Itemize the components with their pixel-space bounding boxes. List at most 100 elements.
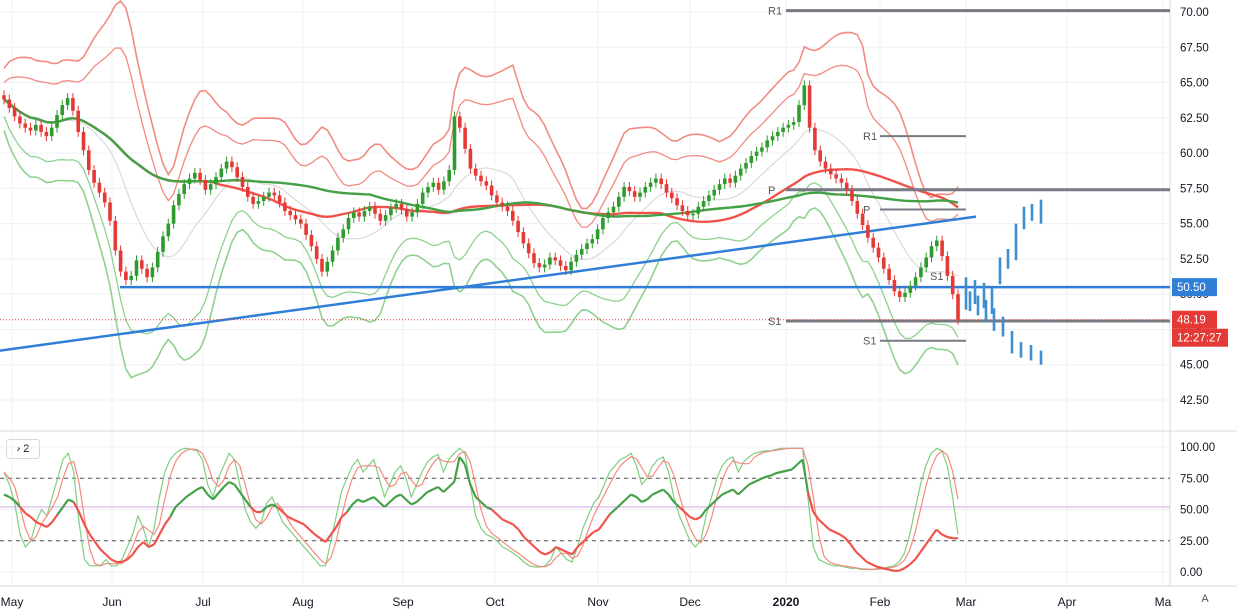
rsi-segment: [233, 483, 241, 493]
candle-body: [420, 192, 425, 204]
candle-body: [802, 85, 807, 106]
rsi-segment: [624, 493, 632, 501]
rsi-segment: [748, 481, 755, 486]
rsi-segment: [453, 456, 461, 483]
rsi-segment: [630, 493, 637, 498]
rsi-segment: [308, 528, 316, 536]
pivot-label: S1: [863, 336, 876, 348]
rsi-segment: [871, 563, 879, 568]
rsi-segment: [947, 535, 953, 540]
candle-body: [277, 195, 282, 203]
candle-body: [346, 217, 351, 230]
rsi-segment: [292, 518, 300, 523]
rsi-segment: [83, 523, 91, 536]
candle-body: [776, 131, 780, 137]
rsi-segment: [415, 496, 423, 503]
candle-body: [177, 194, 181, 206]
pivot-levels: R1 P S1 R1 P S1 S1: [768, 6, 1170, 348]
candle-body: [738, 168, 743, 176]
rsi-segment: [474, 496, 482, 503]
projection-bar: [1030, 203, 1034, 221]
rsi-segment: [657, 488, 664, 493]
rsi-segment: [51, 513, 59, 523]
candle-body: [516, 220, 520, 233]
projection-bar: [1010, 330, 1014, 354]
candle-body: [357, 212, 361, 217]
candle-body: [781, 127, 785, 132]
oscillator-pane: [0, 447, 1170, 572]
y-tick-label: 75.00: [1180, 473, 1209, 485]
rsi-segment: [35, 521, 42, 526]
rsi-segment: [432, 486, 439, 491]
rsi-segment: [523, 536, 530, 543]
candle-body: [866, 225, 870, 238]
candle-body: [436, 182, 441, 190]
candle-body: [352, 212, 356, 218]
y-tick-label: 55.00: [1180, 219, 1209, 231]
rsi-segment: [94, 541, 102, 551]
rsi-segment: [678, 506, 686, 513]
price-tag-text: 12:27:27: [1177, 333, 1222, 345]
rsi-segment: [244, 498, 252, 508]
candle-body: [124, 271, 128, 281]
candle-body: [511, 210, 515, 221]
y-tick-label: 0.00: [1180, 567, 1202, 579]
auto-scale-button[interactable]: A: [1201, 593, 1209, 605]
rsi-segment: [30, 516, 37, 523]
rsi-segment: [593, 528, 600, 533]
chevron-right-icon: ›: [16, 443, 21, 455]
candle-body: [320, 258, 324, 272]
rsi-segment: [163, 516, 172, 526]
candle-body: [680, 205, 685, 211]
rsi-segment: [839, 533, 847, 540]
rsi-segment: [860, 556, 868, 563]
candle-body: [341, 229, 345, 238]
candle-body: [2, 95, 6, 100]
candle-body: [87, 150, 91, 171]
rsi-segment: [716, 493, 723, 501]
projection-bars: [964, 199, 1043, 365]
rsi-segment: [533, 546, 541, 553]
pivot-label: R1: [863, 131, 877, 143]
rsi-segment: [566, 551, 573, 556]
projection-bar: [990, 288, 994, 314]
candle-body: [155, 251, 160, 268]
candle-body: [807, 85, 812, 128]
rsi-segment: [855, 551, 863, 558]
rsi-segment: [490, 508, 498, 516]
indicator-pane-label: 2: [23, 443, 30, 455]
candle-body: [230, 161, 234, 168]
candle-body: [219, 168, 224, 178]
candle-body: [564, 265, 568, 271]
moving-averages: [3, 98, 959, 224]
x-tick-label: May: [1, 595, 24, 609]
rsi-segment: [753, 478, 761, 483]
rsi-segment: [812, 511, 820, 521]
projection-bar: [1006, 249, 1010, 269]
rsi-segment: [287, 516, 294, 521]
rsi-segment: [222, 481, 230, 488]
rsi-segment: [742, 483, 750, 491]
candle-body: [897, 291, 902, 298]
x-tick-label: Feb: [870, 595, 891, 609]
candle-body: [892, 280, 897, 292]
candle-body: [28, 127, 33, 131]
indicator-pane-toggle[interactable]: › 2: [6, 439, 40, 459]
rsi-segment: [608, 508, 616, 516]
rsi-segment: [555, 546, 562, 551]
candle-body: [251, 196, 255, 204]
rsi-segment: [169, 506, 177, 518]
rsi-segment: [705, 503, 713, 511]
pivot-label: P: [863, 205, 870, 217]
rsi-segment: [8, 496, 16, 502]
candle-body: [786, 124, 791, 128]
rsi-segment: [335, 516, 343, 528]
candle-body: [442, 181, 446, 190]
rsi-segment: [834, 531, 841, 536]
rsi-segment: [105, 553, 112, 561]
candle-body: [701, 201, 706, 207]
price-tag-box: [1172, 278, 1217, 297]
candle-body: [664, 184, 669, 193]
candle-body: [288, 210, 292, 216]
